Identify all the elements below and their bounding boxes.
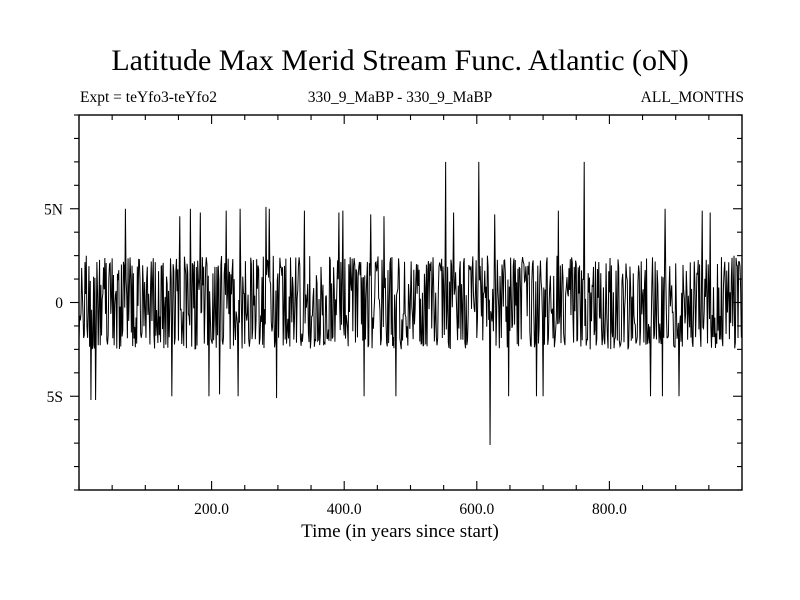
axis-ticks [70, 114, 743, 491]
y-tick-label: 5N [44, 201, 63, 218]
page-title: Latitude Max Merid Stream Func. Atlantic… [111, 44, 689, 77]
x-tick-label: 800.0 [592, 501, 627, 518]
experiment-label: Expt = teYfo3-teYfo2 [80, 89, 218, 106]
y-tick-label: 0 [55, 295, 63, 312]
run-label: 330_9_MaBP - 330_9_MaBP [307, 89, 493, 106]
x-tick-label: 600.0 [459, 501, 494, 518]
y-tick-label: 5S [47, 389, 63, 406]
x-tick-label: 200.0 [194, 501, 229, 518]
data-series-line [79, 161, 742, 446]
x-axis-title: Time (in years since start) [301, 521, 499, 542]
months-label: ALL_MONTHS [640, 89, 744, 106]
x-tick-label: 400.0 [327, 501, 362, 518]
series-path [79, 161, 742, 446]
axis-tick-labels: 200.0 400.0 600.0 800.0 5N 0 5S [44, 201, 627, 518]
